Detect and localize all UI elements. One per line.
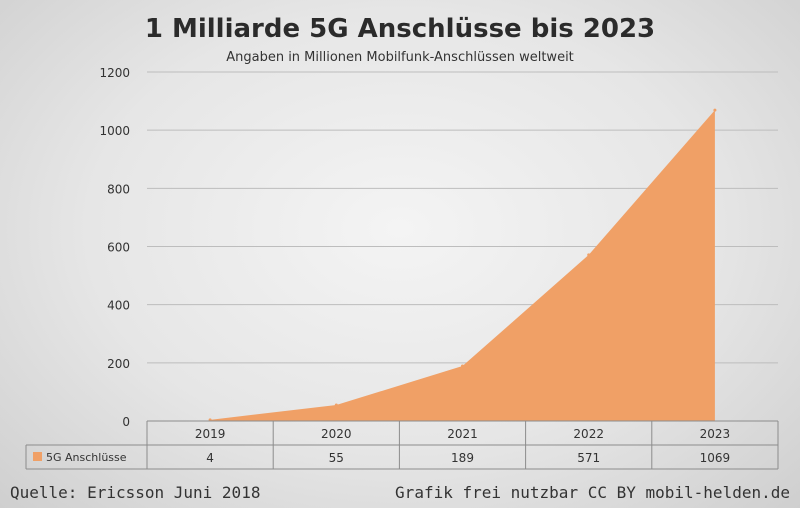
data-point: [334, 403, 338, 407]
data-label: 1069: [700, 451, 731, 465]
y-tick-label: 200: [107, 357, 130, 371]
y-tick-label: 600: [107, 241, 130, 255]
y-tick-label: 800: [107, 182, 130, 196]
x-tick-label: 2022: [573, 427, 604, 441]
legend-swatch: [33, 452, 42, 461]
data-label: 189: [451, 451, 474, 465]
y-tick-label: 0: [122, 415, 130, 429]
legend-label: 5G Anschlüsse: [46, 451, 127, 464]
x-tick-label: 2021: [447, 427, 478, 441]
data-label: 4: [206, 451, 214, 465]
data-point: [587, 253, 591, 257]
chart-subtitle: Angaben in Millionen Mobilfunk-Anschlüss…: [226, 50, 574, 65]
license-note: Grafik frei nutzbar CC BY mobil-helden.d…: [395, 483, 790, 502]
source-note: Quelle: Ericsson Juni 2018: [10, 483, 261, 502]
y-tick-label: 1000: [99, 124, 130, 138]
data-label: 55: [329, 451, 344, 465]
x-tick-label: 2023: [700, 427, 731, 441]
data-point: [713, 108, 717, 112]
y-tick-label: 1200: [99, 66, 130, 80]
y-tick-label: 400: [107, 299, 130, 313]
x-tick-label: 2020: [321, 427, 352, 441]
data-point: [461, 364, 464, 368]
series-area: [210, 110, 715, 421]
chart-title: 1 Milliarde 5G Anschlüsse bis 2023: [144, 14, 656, 44]
x-tick-label: 2019: [195, 427, 226, 441]
data-label: 571: [577, 451, 600, 465]
